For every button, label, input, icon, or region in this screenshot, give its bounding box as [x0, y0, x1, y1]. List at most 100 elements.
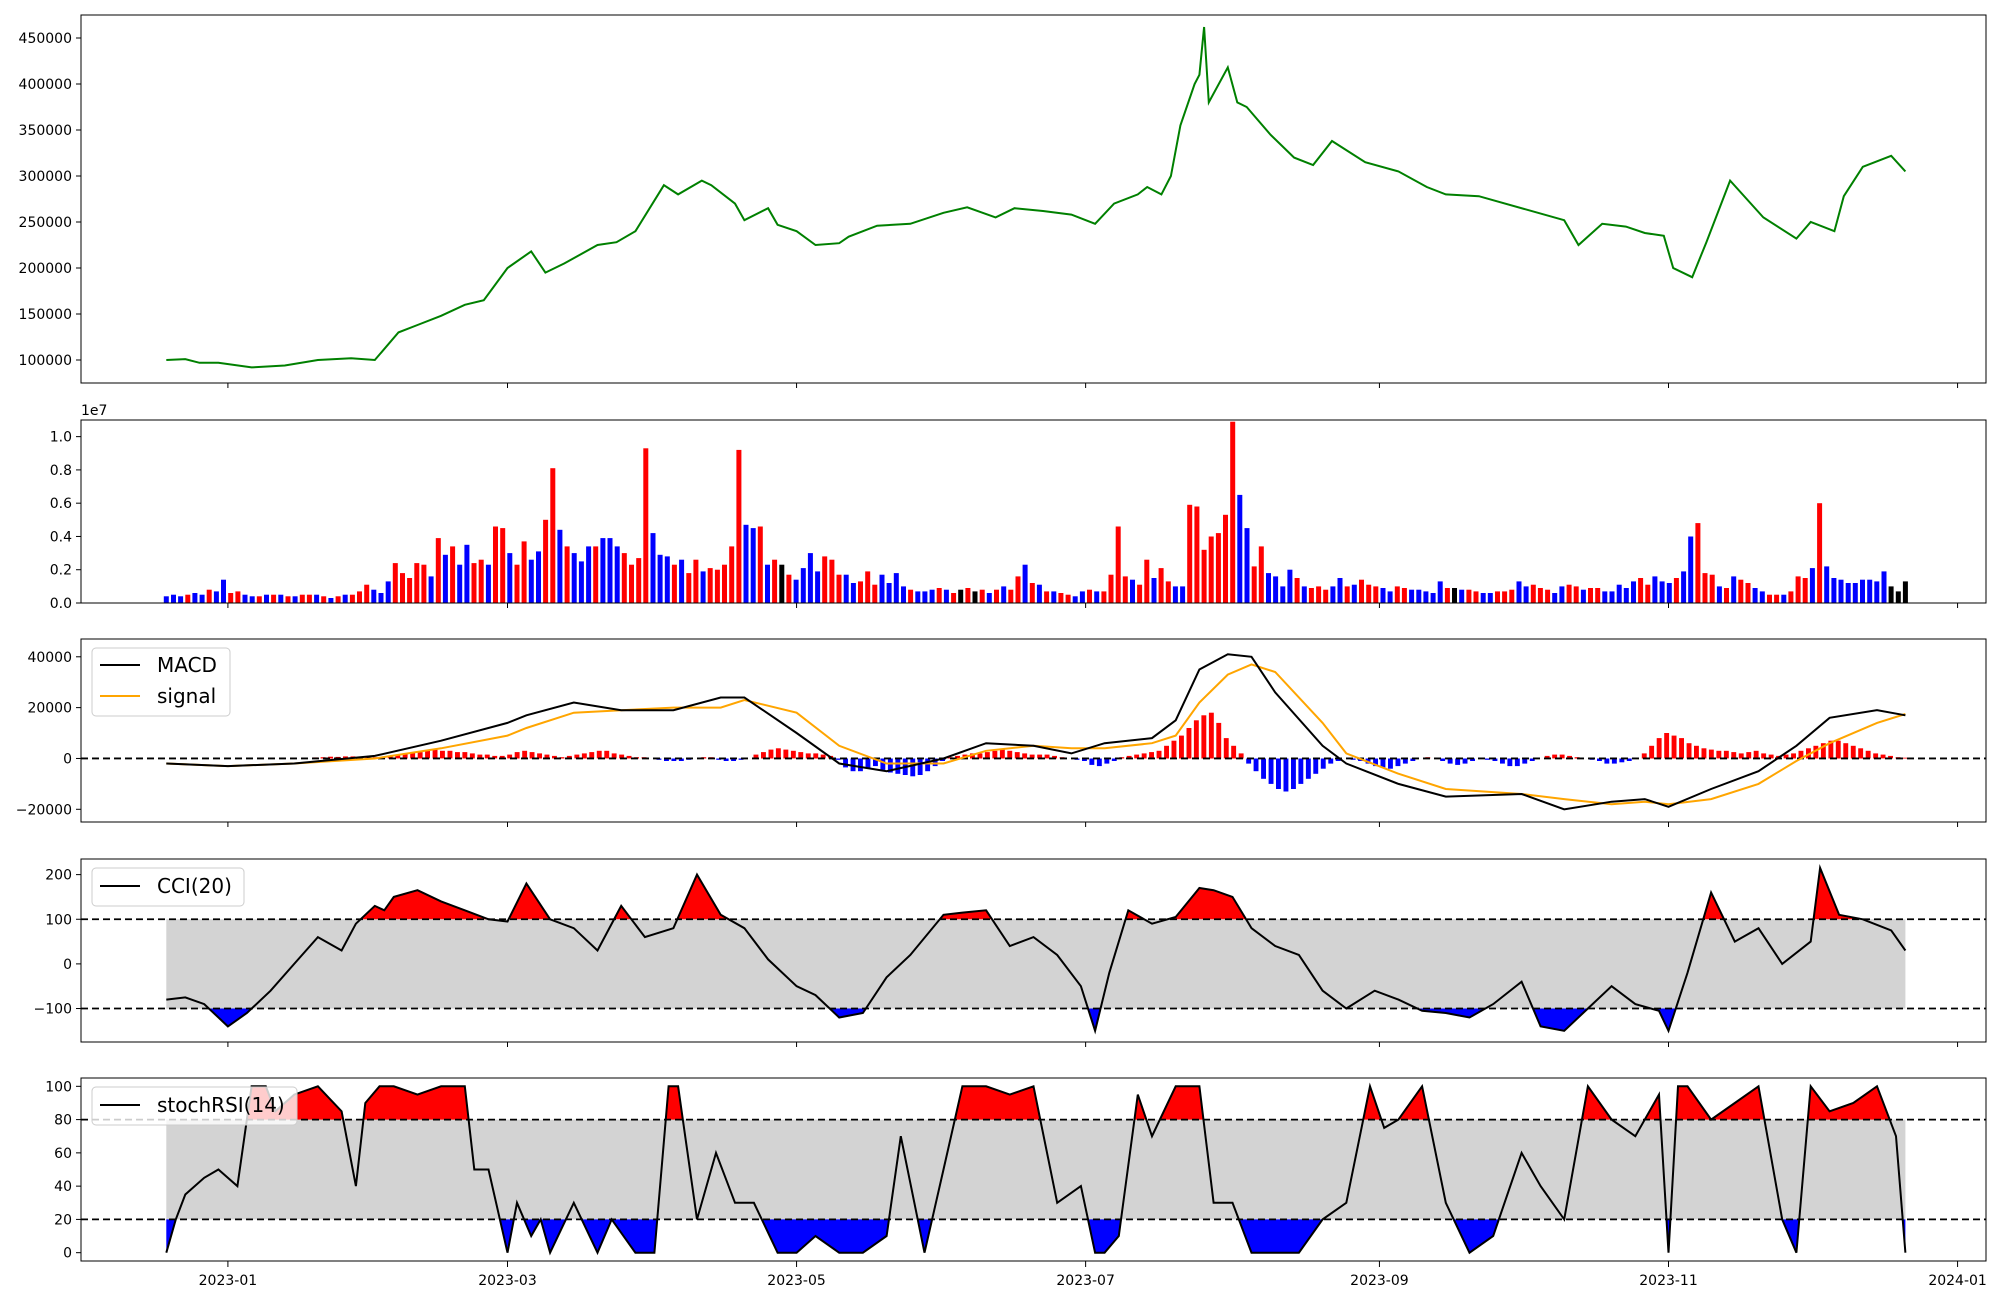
volume-bar: [1774, 595, 1779, 603]
stochrsi-y-tick-label: 100: [45, 1079, 72, 1095]
macd-histogram-bar: [1455, 759, 1460, 765]
macd-histogram-bar: [992, 751, 997, 759]
volume-bar: [579, 561, 584, 603]
volume-bar: [1903, 581, 1908, 603]
volume-bar: [457, 565, 462, 603]
cci-y-tick-label: 100: [45, 912, 72, 928]
price-y-tick-label: 200000: [19, 261, 72, 277]
volume-bar: [393, 563, 398, 603]
volume-bar: [1738, 580, 1743, 603]
volume-bar: [421, 565, 426, 603]
volume-bar: [1180, 586, 1185, 603]
macd-histogram-bar: [1164, 746, 1169, 759]
volume-bar: [1760, 591, 1765, 603]
volume-bar: [235, 591, 240, 603]
volume-bar: [1023, 565, 1028, 603]
volume-bar: [500, 528, 505, 603]
volume-bar: [615, 546, 620, 603]
volume-bar: [693, 560, 698, 603]
macd-histogram-bar: [1045, 755, 1050, 759]
volume-bar: [1624, 588, 1629, 603]
volume-bar: [1173, 586, 1178, 603]
volume-bar: [1295, 578, 1300, 603]
volume-bar: [1194, 507, 1199, 604]
macd-histogram-bar: [448, 751, 453, 759]
macd-legend: MACD signal: [92, 648, 230, 716]
volume-bar: [1874, 581, 1879, 603]
macd-histogram-bar: [1306, 759, 1311, 779]
volume-bar: [829, 560, 834, 603]
volume-bar: [536, 551, 541, 603]
macd-histogram-bar: [776, 748, 781, 758]
volume-bar: [572, 553, 577, 603]
macd-histogram-bar: [1694, 746, 1699, 759]
volume-bar: [1817, 503, 1822, 603]
volume-bar: [200, 595, 205, 603]
macd-histogram-bar: [918, 759, 923, 776]
volume-bar: [872, 585, 877, 603]
volume-bar: [257, 596, 262, 603]
volume-bar: [894, 573, 899, 603]
volume-bar: [858, 581, 863, 603]
macd-histogram-bar: [1298, 759, 1303, 784]
volume-bar: [1001, 586, 1006, 603]
volume-bar: [507, 553, 512, 603]
volume-bar: [1753, 588, 1758, 603]
x-tick-label: 2023-01: [199, 1273, 258, 1289]
volume-bar: [1123, 576, 1128, 603]
volume-bar: [1044, 591, 1049, 603]
volume-bar: [1459, 590, 1464, 603]
macd-histogram-bar: [530, 752, 535, 758]
macd-histogram-bar: [433, 750, 438, 759]
macd-histogram-bar: [1291, 759, 1296, 790]
volume-bar: [1338, 578, 1343, 603]
macd-histogram-bar: [627, 756, 632, 759]
volume-bar: [808, 553, 813, 603]
volume-bar: [228, 593, 233, 603]
volume-bar: [837, 575, 842, 603]
volume-bar: [1617, 585, 1622, 603]
volume-bar: [1481, 593, 1486, 603]
volume-bar: [1109, 575, 1114, 603]
volume-bar: [1610, 591, 1615, 603]
macd-histogram-bar: [798, 752, 803, 758]
volume-bar: [436, 538, 441, 603]
volume-bar: [958, 590, 963, 603]
volume-bar: [1058, 593, 1063, 603]
volume-bar: [930, 590, 935, 603]
volume-bar: [493, 527, 498, 604]
stochrsi-y-tick-label: 60: [54, 1146, 72, 1162]
x-tick-label: 2023-09: [1350, 1273, 1409, 1289]
volume-bar: [429, 576, 434, 603]
stochrsi-y-tick-label: 40: [54, 1179, 72, 1195]
volume-bar: [1839, 580, 1844, 603]
volume-bar: [1409, 590, 1414, 603]
volume-bar: [1266, 573, 1271, 603]
volume-bar: [1796, 576, 1801, 603]
macd-histogram-bar: [910, 759, 915, 777]
volume-bar: [1237, 495, 1242, 603]
volume-bar: [1867, 580, 1872, 603]
volume-bar: [286, 596, 291, 603]
volume-bar: [1681, 571, 1686, 603]
volume-bar: [1352, 585, 1357, 603]
macd-y-tick-label: 40000: [27, 650, 72, 666]
stochrsi-y-tick-label: 0: [63, 1246, 72, 1262]
volume-bar: [264, 595, 269, 603]
volume-bar: [557, 530, 562, 603]
volume-bar: [1767, 595, 1772, 603]
volume-bar: [171, 595, 176, 603]
volume-y-tick-label: 0.2: [50, 563, 72, 579]
volume-bar: [1345, 586, 1350, 603]
volume-bar: [922, 591, 927, 603]
stochrsi-y-tick-label: 80: [54, 1113, 72, 1129]
volume-bar: [321, 596, 326, 603]
volume-bar: [1667, 583, 1672, 603]
macd-histogram-bar: [418, 752, 423, 758]
volume-bar: [1159, 568, 1164, 603]
macd-histogram-bar: [597, 751, 602, 759]
volume-bar: [1831, 578, 1836, 603]
volume-bar: [1316, 586, 1321, 603]
macd-histogram-bar: [1881, 755, 1886, 759]
volume-bar: [350, 595, 355, 603]
